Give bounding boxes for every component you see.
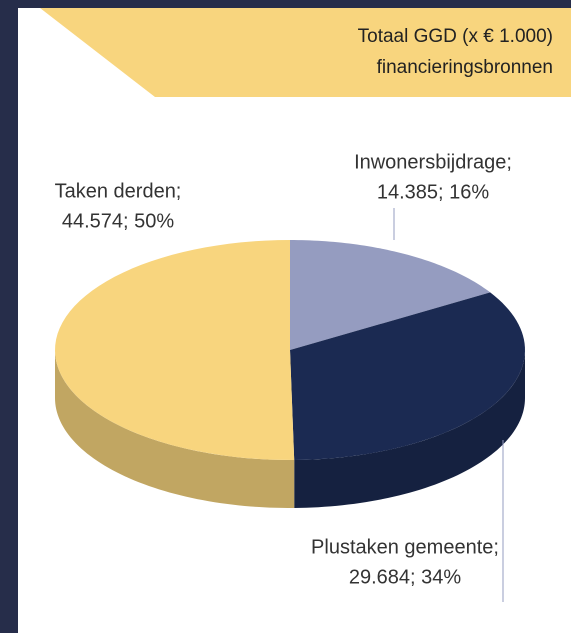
chart-title: Totaal GGD (x € 1.000) (358, 26, 553, 47)
data-label-name: Inwonersbijdrage; (354, 151, 512, 173)
data-label-name: Plustaken gemeente; (311, 536, 499, 558)
slice-side (294, 350, 525, 508)
title-banner (40, 8, 571, 97)
data-label-value: 29.684; 34% (349, 566, 462, 588)
chart-title: financieringsbronnen (377, 57, 553, 78)
slice-side (55, 350, 295, 508)
slice (290, 292, 525, 460)
data-label-value: 14.385; 16% (377, 181, 490, 203)
slice (290, 240, 491, 350)
data-label-name: Taken derden; (55, 180, 182, 202)
slice (55, 240, 295, 460)
data-label-value: 44.574; 50% (62, 210, 175, 232)
pie (55, 240, 525, 508)
